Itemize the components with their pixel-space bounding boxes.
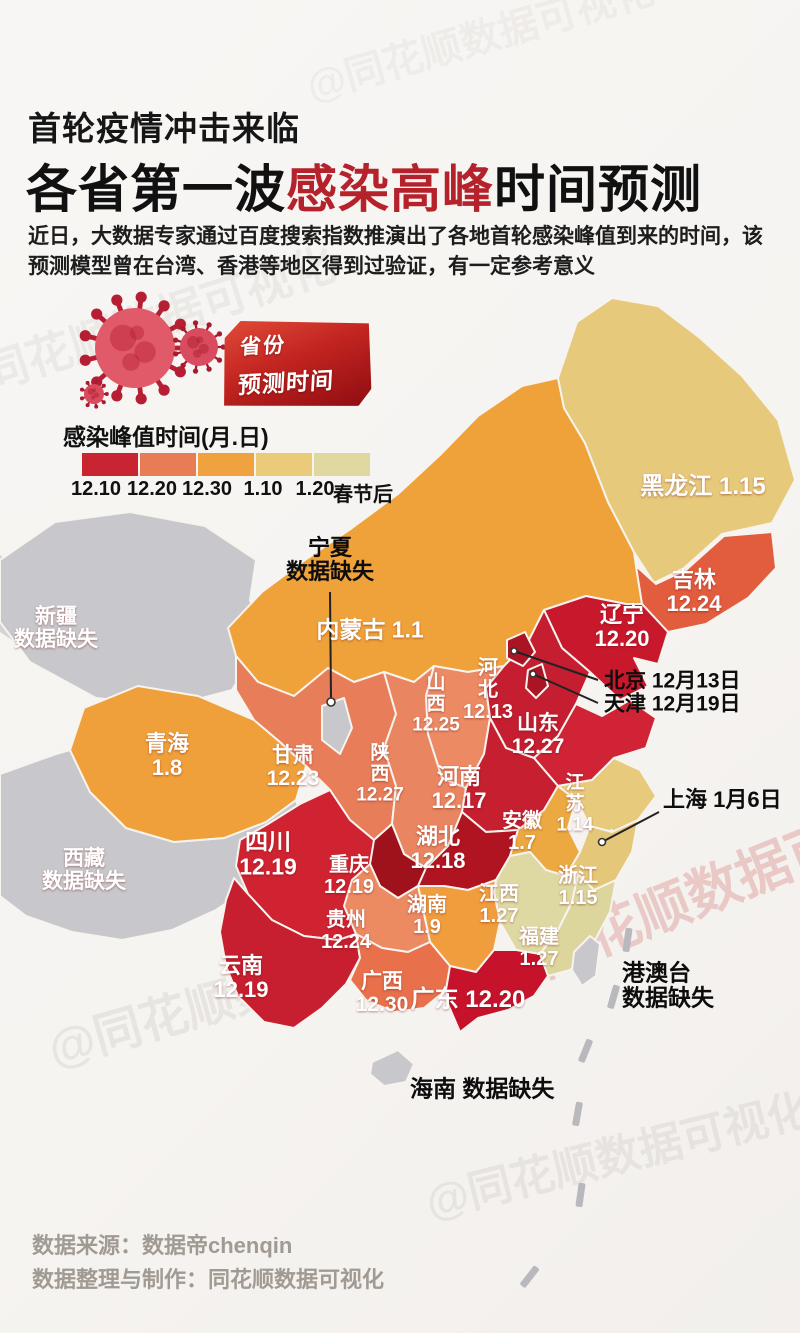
legend-bucket-label: 12.10	[70, 478, 122, 500]
province-taiwan	[571, 935, 601, 987]
province-ningxia	[321, 697, 353, 755]
data-source: 数据来源：数据帝chenqin	[32, 1233, 293, 1258]
province-label: 广东 12.20	[410, 985, 526, 1013]
province-label: 青海 1.8	[144, 730, 190, 780]
province-label: 云南 12.19	[213, 952, 269, 1002]
province-label: 四川 12.19	[239, 828, 297, 880]
province-label: 吉林 12.24	[666, 566, 722, 616]
nine-dash-line	[520, 927, 633, 1288]
province-label: 新疆 数据缺失	[14, 604, 98, 651]
province-hainan	[369, 1049, 415, 1087]
title-prefix: 各省第一波	[26, 161, 287, 218]
map-annotation: 上海 1月6日	[663, 786, 782, 812]
data-credit: 数据整理与制作：同花顺数据可视化	[32, 1267, 385, 1292]
province-yunnan	[219, 877, 361, 1029]
province-label: 西藏 数据缺失	[42, 846, 126, 893]
province-label: 安徽 1.7	[502, 810, 542, 854]
province-label: 山东 12.27	[511, 711, 565, 758]
province-guangxi	[349, 933, 451, 1013]
callout-lines	[329, 591, 660, 843]
title-suffix: 时间预测	[494, 161, 703, 218]
kicker-title: 首轮疫情冲击来临	[28, 110, 300, 147]
map-annotation: 北京 12月13日	[604, 669, 741, 693]
province-label: 湖北 12.18	[410, 823, 466, 873]
province-label: 山西 12.25	[412, 672, 460, 736]
legend-bucket-label: 12.20	[126, 478, 178, 500]
map-annotation: 港澳台 数据缺失	[622, 959, 714, 1011]
province-label: 河南 12.17	[431, 763, 487, 813]
title-highlight: 感染高峰	[286, 161, 495, 218]
province-label: 广西 12.30	[355, 969, 409, 1016]
badge-line2: 预测时间	[237, 367, 335, 399]
legend-swatch	[140, 453, 196, 476]
province-beijing	[506, 631, 536, 667]
legend-bucket-label: 1.10	[243, 478, 283, 500]
province-heilongjiang	[557, 297, 796, 584]
province-label: 河北 12.13	[462, 657, 514, 723]
province-label: 辽宁 12.20	[594, 601, 650, 651]
legend-bucket-label: 12.30	[181, 478, 233, 500]
callout-dots	[326, 647, 607, 847]
legend-bucket-label: 春节后	[333, 484, 393, 506]
legend-swatches	[82, 453, 370, 476]
legend-title: 感染峰值时间(月.日)	[63, 424, 269, 450]
map-annotation: 海南 数据缺失	[410, 1075, 555, 1102]
province-guangdong	[445, 949, 549, 1033]
province-label: 重庆 12.19	[323, 854, 375, 898]
map-annotation: 天津 12月19日	[604, 692, 741, 716]
virus-icon	[79, 291, 192, 405]
legend-swatch	[314, 453, 370, 476]
province-label: 黑龙江 1.15	[640, 472, 766, 500]
province-label: 甘肃 12.23	[266, 743, 320, 790]
province-fujian	[539, 873, 617, 977]
legend-bucket-label: 1.20	[295, 478, 335, 500]
province-label: 陕西 12.27	[356, 742, 404, 806]
province-label: 湖南 1.9	[407, 894, 447, 938]
province-qinghai	[69, 685, 307, 843]
province-label: 福建 1.27	[519, 926, 559, 970]
page-title: 各省第一波感染高峰时间预测	[26, 148, 702, 222]
province-label: 江西 1.27	[479, 883, 519, 927]
province-label: 浙江 1.15	[558, 865, 598, 909]
legend-swatch	[82, 453, 138, 476]
province-jiangsu	[557, 757, 657, 833]
province-label: 江苏 1.14	[556, 772, 594, 836]
province-label: 贵州 12.24	[320, 909, 372, 953]
virus-icon-tiny	[79, 379, 109, 409]
virus-icon-small	[173, 320, 226, 374]
legend-swatch	[256, 453, 312, 476]
description-text: 近日，大数据专家通过百度搜索指数推演出了各地首轮感染峰值到来的时间，该预测模型曾…	[28, 225, 763, 279]
legend-badge: 省份 预测时间	[221, 314, 376, 413]
province-label: 内蒙古 1.1	[316, 616, 424, 643]
map-annotation: 宁夏 数据缺失	[285, 534, 375, 584]
badge-line1: 省份	[239, 333, 287, 360]
legend-swatch	[198, 453, 254, 476]
